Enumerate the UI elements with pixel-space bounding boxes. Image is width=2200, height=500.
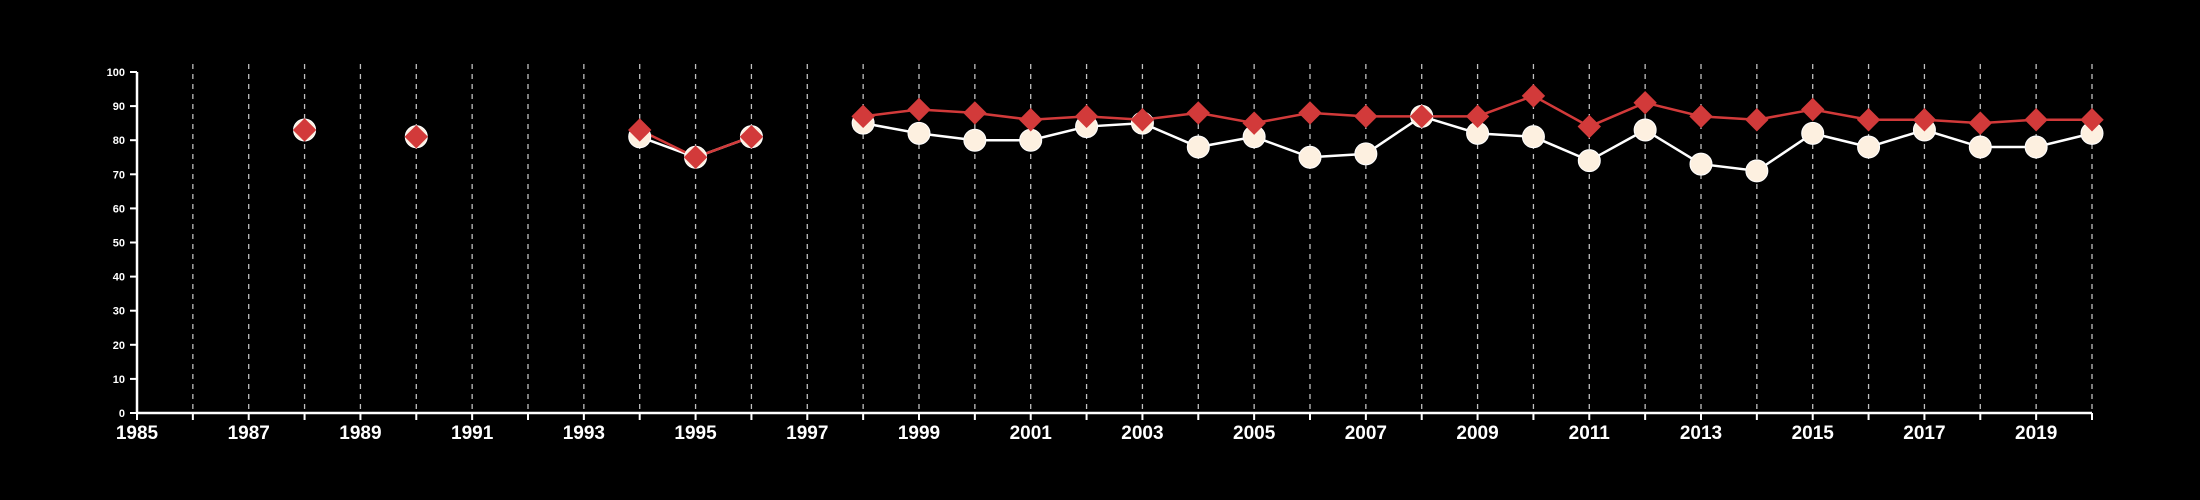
x-tick-label: 2007 (1345, 423, 1387, 444)
x-tick-label: 1995 (674, 423, 717, 444)
y-tick-label: 40 (113, 272, 125, 284)
diamond-marker (2024, 108, 2048, 132)
circle-marker (1968, 135, 1992, 159)
circle-marker (1298, 145, 1322, 169)
circle-marker (1689, 152, 1713, 176)
diamond-marker (1912, 108, 1937, 132)
x-tick-label: 1989 (339, 423, 381, 444)
diamond-marker (1801, 97, 1825, 122)
series-1-markers (292, 84, 2104, 169)
circle-marker (963, 128, 987, 152)
diamond-marker (963, 101, 987, 125)
diamond-marker (907, 97, 931, 122)
diamond-marker (404, 125, 428, 149)
x-tick-label: 1999 (898, 423, 940, 444)
diamond-marker (1242, 111, 1266, 135)
diamond-marker (1745, 108, 1769, 132)
diamond-marker (1577, 114, 1601, 139)
gridlines (192, 64, 2093, 413)
x-tick-label: 2009 (1456, 423, 1498, 444)
diamond-marker (1856, 108, 1881, 132)
circle-marker (1577, 149, 1601, 173)
circle-marker (1521, 125, 1545, 149)
y-tick-label: 0 (119, 408, 125, 420)
x-tick-label: 2017 (1903, 423, 1945, 444)
data-series (292, 84, 2104, 183)
axis-ticks: 1985 1987 1989 1991 1993 1995 1997 1999 2001 2003… (107, 67, 2093, 444)
diamond-marker (1298, 101, 1322, 125)
y-tick-label: 10 (113, 374, 125, 386)
diamond-marker (1633, 90, 1657, 115)
y-tick-label: 80 (113, 135, 125, 147)
x-tick-label: 1987 (228, 423, 270, 444)
circle-marker (1019, 128, 1043, 152)
diamond-marker (1521, 84, 1546, 108)
x-tick-label: 1997 (786, 423, 828, 444)
diamond-marker (1019, 108, 1043, 132)
diamond-marker (1074, 104, 1099, 129)
circle-marker (1857, 135, 1881, 159)
circle-marker (1633, 118, 1657, 142)
y-tick-label: 60 (113, 203, 125, 215)
x-tick-label: 2011 (1569, 423, 1611, 444)
axes (135, 72, 2092, 415)
diamond-marker (851, 104, 875, 129)
diamond-marker (1689, 104, 1713, 129)
x-tick-label: 2013 (1680, 423, 1722, 444)
circle-marker (1801, 121, 1825, 145)
diamond-marker (1968, 111, 1992, 135)
diamond-marker (1354, 104, 1378, 129)
diamond-marker (1410, 104, 1434, 129)
y-tick-label: 70 (113, 169, 125, 181)
y-tick-label: 50 (113, 238, 125, 250)
x-tick-label: 1985 (116, 423, 159, 444)
diamond-marker (739, 125, 764, 149)
diamond-marker (683, 145, 708, 169)
circle-marker (1186, 135, 1210, 159)
circle-marker (1354, 142, 1378, 166)
y-tick-label: 100 (107, 67, 125, 79)
diamond-marker (2080, 108, 2104, 132)
diamond-marker (292, 118, 317, 142)
y-tick-label: 90 (113, 101, 125, 113)
x-tick-label: 2001 (1010, 423, 1053, 444)
x-tick-label: 2019 (2015, 423, 2057, 444)
y-tick-label: 20 (113, 340, 125, 352)
x-tick-label: 1991 (451, 423, 494, 444)
diamond-marker (1130, 108, 1155, 132)
diamond-marker (1186, 101, 1210, 125)
x-tick-label: 2005 (1233, 423, 1276, 444)
x-tick-label: 1993 (563, 423, 605, 444)
diamond-marker (1465, 104, 1490, 129)
circle-marker (1745, 159, 1769, 183)
circle-marker (2024, 135, 2048, 159)
diamond-marker (628, 118, 652, 142)
y-tick-label: 30 (113, 306, 125, 318)
circle-marker (907, 121, 931, 145)
x-tick-label: 2015 (1792, 423, 1835, 444)
x-tick-label: 2003 (1121, 423, 1163, 444)
